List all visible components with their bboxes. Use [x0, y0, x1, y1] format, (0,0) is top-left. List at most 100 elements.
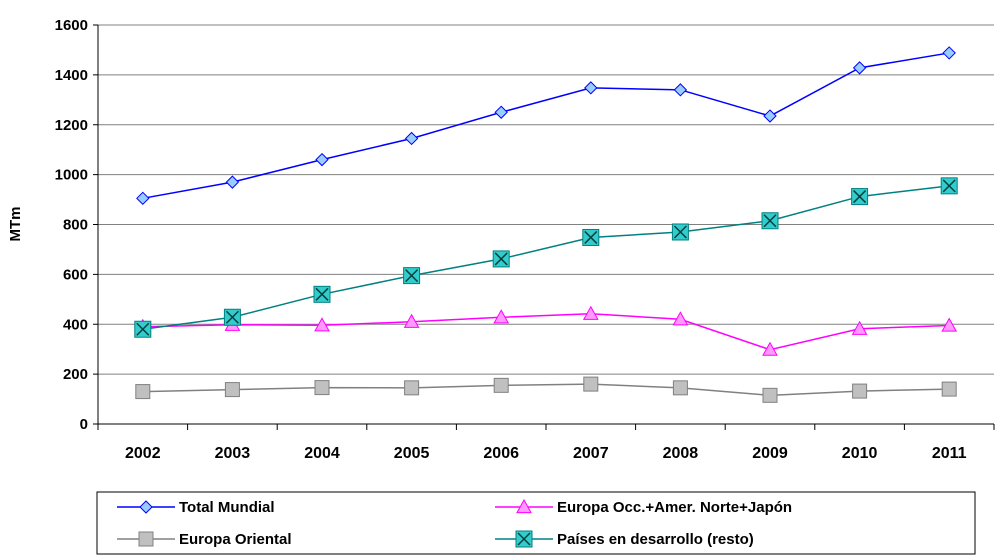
- y-axis-label: MTm: [7, 207, 24, 242]
- triangle-marker-shape: [672, 311, 689, 326]
- diamond-marker-shape: [225, 175, 240, 189]
- square-marker-shape: [852, 383, 868, 399]
- x-tick-label: 2003: [215, 445, 251, 462]
- square-marker-shape: [135, 384, 151, 400]
- data-point: [583, 376, 599, 392]
- x-tick-label: 2008: [663, 445, 699, 462]
- triangle-marker-shape: [403, 313, 420, 328]
- data-point: [672, 311, 689, 326]
- legend-marker: [515, 530, 533, 548]
- data-point: [941, 317, 958, 332]
- series-line: [142, 383, 950, 397]
- x-square-marker-cross: [136, 322, 150, 336]
- data-point: [403, 267, 421, 285]
- square-marker-shape: [762, 387, 778, 403]
- x-square-marker-cross: [942, 179, 956, 193]
- data-point: [403, 313, 420, 328]
- data-point: [494, 105, 508, 119]
- x-square-marker-cross: [763, 214, 777, 228]
- square-marker-shape: [493, 377, 509, 393]
- triangle-marker-shape: [582, 305, 599, 320]
- data-point: [852, 383, 868, 399]
- axes: [93, 24, 995, 430]
- y-tick-label: 200: [63, 366, 88, 383]
- triangle-marker-shape: [762, 341, 778, 356]
- series-line: [142, 185, 950, 330]
- y-tick-labels: 0 200 400 600 800 1000 1200 1400 1600: [55, 17, 88, 433]
- data-point: [404, 131, 419, 146]
- data-point: [404, 380, 420, 396]
- triangle-marker-shape: [851, 320, 868, 335]
- data-point: [136, 191, 150, 206]
- x-tick-label: 2002: [125, 445, 161, 462]
- legend-item: Europa Occ.+Amer. Norte+Japón: [495, 498, 792, 516]
- y-tick-label: 800: [63, 217, 88, 234]
- diamond-marker-shape: [404, 131, 419, 146]
- diamond-marker-shape: [315, 152, 329, 167]
- data-point: [224, 382, 240, 398]
- legend-marker: [138, 531, 154, 547]
- data-point: [582, 305, 599, 320]
- data-point: [941, 381, 957, 397]
- data-point: [673, 83, 688, 97]
- data-point: [942, 46, 956, 60]
- diamond-marker-shape: [139, 500, 153, 514]
- square-marker-shape: [314, 380, 330, 396]
- legend-label: Europa Occ.+Amer. Norte+Japón: [557, 499, 792, 516]
- data-point: [493, 377, 509, 393]
- data-point: [314, 317, 330, 332]
- data-point: [763, 109, 777, 123]
- y-tick-label: 1400: [55, 67, 88, 84]
- x-square-marker-cross: [584, 230, 598, 244]
- x-tick-label: 2005: [394, 445, 430, 462]
- x-square-marker-cross: [225, 310, 239, 324]
- x-square-marker-cross: [315, 287, 329, 301]
- square-marker-shape: [583, 376, 599, 392]
- diamond-marker-shape: [852, 61, 867, 75]
- legend-item: Países en desarrollo (resto): [495, 530, 754, 548]
- x-tick-label: 2009: [752, 445, 788, 462]
- data-point: [313, 285, 331, 303]
- diamond-marker-shape: [673, 83, 688, 97]
- data-point: [134, 320, 152, 338]
- triangle-marker-shape: [516, 498, 532, 514]
- triangle-marker-shape: [314, 317, 330, 332]
- data-point: [851, 320, 868, 335]
- diamond-marker-shape: [494, 105, 508, 119]
- legend-marker: [516, 498, 532, 514]
- data-point: [314, 380, 330, 396]
- legend: Total Mundial Europa Occ.+Amer. Norte+Jap…: [117, 498, 792, 548]
- square-marker-shape: [941, 381, 957, 397]
- x-tick-label: 2006: [483, 445, 519, 462]
- data-point: [672, 380, 688, 396]
- data-point: [762, 341, 778, 356]
- data-point: [315, 152, 329, 167]
- square-marker-shape: [672, 380, 688, 396]
- series-line: [142, 313, 950, 351]
- x-tick-label: 2010: [842, 445, 878, 462]
- data-point: [671, 223, 689, 241]
- x-tick-labels: 2002 2003 2004 2005 2006 2007 2008 2009 2010 2011: [125, 445, 967, 462]
- x-tick-label: 2011: [932, 445, 967, 462]
- data-point: [582, 228, 600, 246]
- triangle-marker-shape: [941, 317, 958, 332]
- x-square-marker-cross: [494, 252, 508, 266]
- data-point: [493, 309, 510, 324]
- y-tick-label: 1600: [55, 17, 88, 34]
- square-marker-shape: [224, 382, 240, 398]
- legend-marker: [139, 500, 153, 514]
- diamond-marker-shape: [942, 46, 956, 60]
- triangle-marker-shape: [493, 309, 510, 324]
- x-tick-label: 2004: [304, 445, 340, 462]
- series-lines: [142, 52, 950, 397]
- legend-box: [96, 491, 976, 555]
- data-point: [851, 188, 869, 206]
- y-tick-label: 0: [80, 416, 88, 433]
- x-tick-label: 2007: [573, 445, 609, 462]
- y-tick-label: 600: [63, 266, 88, 283]
- x-square-marker-cross: [673, 225, 687, 239]
- data-point: [225, 175, 240, 189]
- data-point: [762, 387, 778, 403]
- square-marker-shape: [404, 380, 420, 396]
